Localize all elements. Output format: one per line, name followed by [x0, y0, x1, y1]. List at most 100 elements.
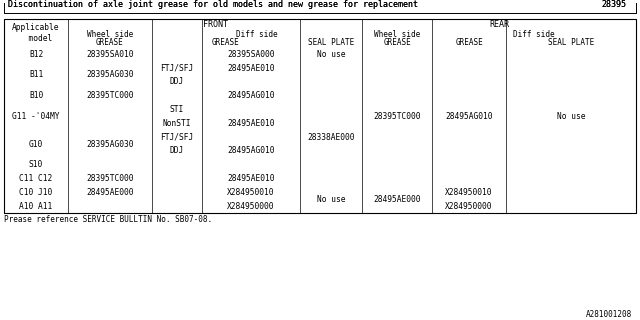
Bar — [152, 61, 202, 75]
Text: 28338AE000: 28338AE000 — [307, 132, 355, 141]
Text: GREASE: GREASE — [96, 38, 124, 47]
Bar — [152, 116, 202, 130]
Text: B12: B12 — [29, 50, 43, 59]
Bar — [152, 38, 300, 47]
Bar — [68, 185, 152, 199]
Bar — [152, 172, 202, 185]
Text: 28395SA010: 28395SA010 — [86, 50, 134, 59]
Bar — [432, 29, 636, 38]
Text: 28395: 28395 — [601, 0, 626, 9]
Text: STI: STI — [170, 105, 184, 114]
Bar — [202, 158, 300, 172]
Bar — [432, 199, 506, 213]
Bar — [4, 103, 68, 130]
Text: 28395SA000: 28395SA000 — [227, 50, 275, 59]
Bar — [202, 144, 300, 158]
Text: C11 C12: C11 C12 — [19, 174, 52, 183]
Text: 28495AE000: 28495AE000 — [86, 188, 134, 197]
Bar — [4, 199, 68, 213]
Bar — [362, 47, 432, 103]
Bar — [4, 185, 68, 199]
Bar — [4, 19, 68, 47]
Text: 28495AE000: 28495AE000 — [373, 195, 420, 204]
Text: 28495AE010: 28495AE010 — [227, 174, 275, 183]
Text: Wheel side: Wheel side — [374, 29, 420, 38]
Bar — [506, 185, 636, 213]
Bar — [362, 19, 636, 29]
Bar — [68, 130, 152, 158]
Bar — [4, 0, 636, 13]
Text: 28495AG010: 28495AG010 — [227, 91, 275, 100]
Bar — [300, 38, 362, 47]
Bar — [4, 130, 68, 158]
Bar — [432, 130, 506, 185]
Text: SEAL PLATE: SEAL PLATE — [308, 38, 354, 47]
Text: Wheel side: Wheel side — [87, 29, 133, 38]
Bar — [300, 185, 362, 213]
Text: GREASE: GREASE — [383, 38, 411, 47]
Bar — [4, 47, 68, 61]
Bar — [68, 47, 152, 61]
Bar — [362, 29, 432, 38]
Text: REAR: REAR — [489, 20, 509, 29]
Text: No use: No use — [317, 50, 345, 59]
Bar — [152, 103, 202, 116]
Bar — [152, 199, 202, 213]
Text: G11 -'04MY: G11 -'04MY — [12, 112, 60, 121]
Bar — [152, 130, 202, 144]
Text: No use: No use — [317, 195, 345, 204]
Bar — [68, 103, 152, 130]
Text: 28495AE010: 28495AE010 — [227, 119, 275, 128]
Bar — [4, 0, 636, 13]
Bar — [68, 89, 152, 103]
Bar — [432, 47, 506, 103]
Bar — [506, 47, 636, 185]
Text: 28395AG030: 28395AG030 — [86, 70, 134, 79]
Text: X284950010: X284950010 — [227, 188, 275, 197]
Bar — [300, 47, 362, 61]
Text: B11: B11 — [29, 70, 43, 79]
Bar — [202, 172, 300, 185]
Bar — [68, 19, 362, 29]
Text: FRONT: FRONT — [202, 20, 227, 29]
Bar — [68, 29, 152, 38]
Text: No use: No use — [557, 112, 585, 121]
Bar — [202, 89, 300, 103]
Text: 28495AG010: 28495AG010 — [227, 147, 275, 156]
Text: 28395TC000: 28395TC000 — [373, 112, 420, 121]
Bar — [362, 38, 432, 47]
Text: DDJ: DDJ — [170, 147, 184, 156]
Text: X284950000: X284950000 — [227, 202, 275, 211]
Bar — [152, 75, 202, 89]
Bar — [202, 185, 300, 199]
Bar — [202, 75, 300, 89]
Text: 28495AG010: 28495AG010 — [445, 112, 493, 121]
Text: X284950000: X284950000 — [445, 202, 493, 211]
Bar — [202, 199, 300, 213]
Bar — [4, 158, 68, 172]
Bar — [152, 158, 202, 172]
Bar — [362, 130, 432, 185]
Text: Discontinuation of axle joint grease for old models and new grease for replaceme: Discontinuation of axle joint grease for… — [8, 0, 418, 9]
Bar — [202, 47, 300, 61]
Text: G10: G10 — [29, 140, 43, 148]
Text: 28395TC000: 28395TC000 — [86, 91, 134, 100]
Text: A10 A11: A10 A11 — [19, 202, 52, 211]
Bar — [68, 158, 152, 172]
Text: FTJ/SFJ: FTJ/SFJ — [161, 132, 194, 141]
Bar — [152, 185, 202, 199]
Bar — [4, 19, 636, 213]
Bar — [4, 61, 68, 89]
Text: C10 J10: C10 J10 — [19, 188, 52, 197]
Bar — [4, 89, 68, 103]
Bar — [68, 38, 152, 47]
Text: 28395TC000: 28395TC000 — [86, 174, 134, 183]
Bar — [202, 130, 300, 144]
Bar — [152, 29, 362, 38]
Text: X284950010: X284950010 — [445, 188, 493, 197]
Bar — [432, 185, 506, 199]
Bar — [4, 172, 68, 185]
Text: B10: B10 — [29, 91, 43, 100]
Bar — [506, 38, 636, 47]
Text: 28395AG030: 28395AG030 — [86, 140, 134, 148]
